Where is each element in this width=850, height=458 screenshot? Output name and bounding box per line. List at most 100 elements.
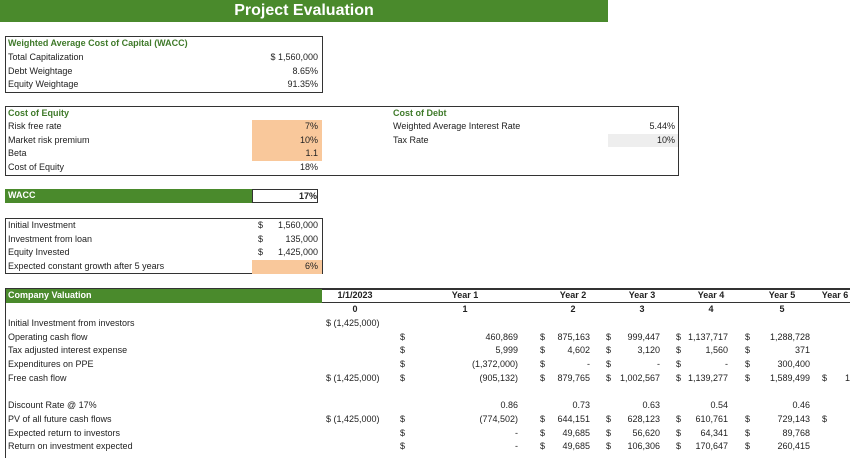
valuation-cell-value[interactable]: 628,123 [627, 413, 660, 424]
wacc-section [5, 36, 323, 93]
valuation-cell-value[interactable]: 1 [844, 372, 850, 383]
page-title: Project Evaluation [0, 0, 608, 22]
valuation-cell-value[interactable]: 106,306 [627, 441, 660, 452]
valuation-cell-value[interactable]: 1,560 [705, 345, 728, 356]
valuation-cell-value[interactable]: 610,761 [695, 413, 728, 424]
equity-row-value[interactable]: 7% [304, 121, 318, 131]
valuation-cell-value[interactable]: (1,372,000) [471, 359, 518, 370]
valuation-cell-value[interactable]: 0.63 [642, 400, 660, 411]
valuation-dollar-sign: $ [540, 441, 546, 452]
valuation-cell-value[interactable]: 1,139,277 [687, 372, 728, 383]
valuation-cell-value[interactable]: 0.86 [500, 400, 518, 411]
valuation-cell-value[interactable]: 0.73 [572, 400, 590, 411]
valuation-dollar-sign: $ [540, 427, 546, 438]
investment-row-dollar: $ [258, 247, 264, 258]
valuation-cell-value[interactable]: - [587, 359, 590, 370]
valuation-dollar-sign: $ [606, 331, 612, 342]
valuation-cell-value[interactable]: - [657, 359, 660, 370]
valuation-cell-value[interactable]: 879,765 [557, 372, 590, 383]
valuation-cell-value[interactable]: 56,620 [632, 427, 660, 438]
valuation-cell-value[interactable]: 1,137,717 [687, 331, 728, 342]
valuation-cell-value[interactable]: 49,685 [562, 427, 590, 438]
valuation-dollar-sign: $ [822, 372, 828, 383]
cost-of-equity-heading: Cost of Equity [8, 108, 69, 118]
valuation-cell-value[interactable]: 729,143 [777, 413, 810, 424]
investment-row-value[interactable]: 1,560,000 [277, 220, 318, 230]
period-index: 2 [570, 304, 576, 314]
wacc-row-value[interactable]: 91.35% [287, 79, 318, 90]
valuation-cell-value[interactable]: 3,120 [637, 345, 660, 356]
input-cell-bg [252, 133, 322, 148]
valuation-cell-value[interactable]: - [515, 427, 518, 438]
valuation-year0-value[interactable]: $ (1,425,000) [326, 413, 380, 424]
cost-of-debt-heading: Cost of Debt [393, 108, 447, 118]
valuation-cell-value[interactable]: 49,685 [562, 441, 590, 452]
period-header: Year 6 [821, 290, 849, 300]
valuation-dollar-sign: $ [400, 359, 406, 370]
valuation-dollar-sign: $ [676, 345, 682, 356]
valuation-cell-value[interactable]: - [515, 441, 518, 452]
valuation-cell-value[interactable]: - [725, 359, 728, 370]
valuation-cell-value[interactable]: 4,602 [567, 345, 590, 356]
wacc-row-value[interactable]: 8.65% [292, 65, 318, 76]
valuation-cell-value[interactable]: 1,589,499 [769, 372, 810, 383]
period-header: Year 1 [451, 290, 479, 300]
investment-row-value[interactable]: 6% [304, 261, 318, 272]
valuation-cell-value[interactable]: 875,163 [557, 331, 590, 342]
wacc-row-value[interactable]: $ 1,560,000 [270, 52, 318, 62]
cost-section [5, 106, 679, 176]
debt-row-value[interactable]: 5.44% [649, 121, 675, 131]
valuation-dollar-sign: $ [540, 359, 546, 370]
valuation-cell-value[interactable]: 999,447 [627, 331, 660, 342]
valuation-dollar-sign: $ [606, 359, 612, 370]
valuation-cell-value[interactable]: 64,341 [700, 427, 728, 438]
valuation-heading: Company Valuation [5, 289, 322, 303]
valuation-cell-value[interactable]: 300,400 [777, 359, 810, 370]
wacc-row-label: Total Capitalization [8, 52, 84, 62]
valuation-cell-value[interactable]: 170,647 [695, 441, 728, 452]
valuation-cell-value[interactable]: (774,502) [479, 413, 518, 424]
valuation-dollar-sign: $ [745, 345, 751, 356]
valuation-cell-value[interactable]: 460,869 [485, 331, 518, 342]
input-cell-bg [252, 260, 322, 274]
investment-row-dollar: $ [258, 233, 264, 244]
valuation-dollar-sign: $ [540, 331, 546, 342]
valuation-row-label: Expenditures on PPE [8, 359, 94, 370]
valuation-row-label: Expected return to investors [8, 427, 121, 438]
valuation-cell-value[interactable]: 1,002,567 [619, 372, 660, 383]
valuation-year0-value[interactable]: $ (1,425,000) [326, 318, 380, 328]
valuation-dollar-sign: $ [400, 345, 406, 356]
equity-row-value[interactable]: 1.1 [305, 148, 318, 159]
valuation-dollar-sign: $ [606, 441, 612, 452]
valuation-cell-value[interactable]: 0.46 [792, 400, 810, 411]
valuation-dollar-sign: $ [676, 427, 682, 438]
valuation-cell-value[interactable]: 644,151 [557, 413, 590, 424]
period-header: Year 2 [559, 290, 587, 300]
debt-row-value[interactable]: 10% [656, 134, 675, 145]
investment-row-value[interactable]: 1,425,000 [277, 247, 318, 258]
valuation-cell-value[interactable]: 5,999 [495, 345, 518, 356]
valuation-cell-value[interactable]: 260,415 [777, 441, 810, 452]
valuation-dollar-sign: $ [676, 441, 682, 452]
valuation-cell-value[interactable]: 371 [794, 345, 810, 356]
equity-row-value[interactable]: 10% [299, 134, 318, 145]
valuation-cell-value[interactable]: 1,288,728 [769, 331, 810, 342]
valuation-cell-value[interactable]: (905,132) [479, 372, 518, 383]
valuation-header-bg [322, 288, 850, 303]
investment-row-dollar: $ [258, 220, 264, 230]
period-index: 4 [708, 304, 714, 314]
valuation-dollar-sign: $ [676, 359, 682, 370]
wacc-value[interactable]: 17% [252, 189, 318, 203]
investment-row-value[interactable]: 135,000 [285, 233, 318, 244]
valuation-year0-value[interactable]: $ (1,425,000) [326, 372, 380, 383]
input-cell-bg [608, 133, 678, 148]
equity-row-value[interactable]: 18% [299, 162, 318, 173]
valuation-row-label: Free cash flow [8, 372, 67, 383]
equity-row-label: Cost of Equity [8, 162, 65, 173]
input-cell-bg [252, 120, 322, 134]
valuation-cell-value[interactable]: 0.54 [710, 400, 728, 411]
valuation-cell-value[interactable]: 89,768 [782, 427, 810, 438]
valuation-row-label: Discount Rate @ 17% [8, 400, 97, 411]
valuation-dollar-sign: $ [606, 427, 612, 438]
valuation-dollar-sign: $ [745, 413, 751, 424]
